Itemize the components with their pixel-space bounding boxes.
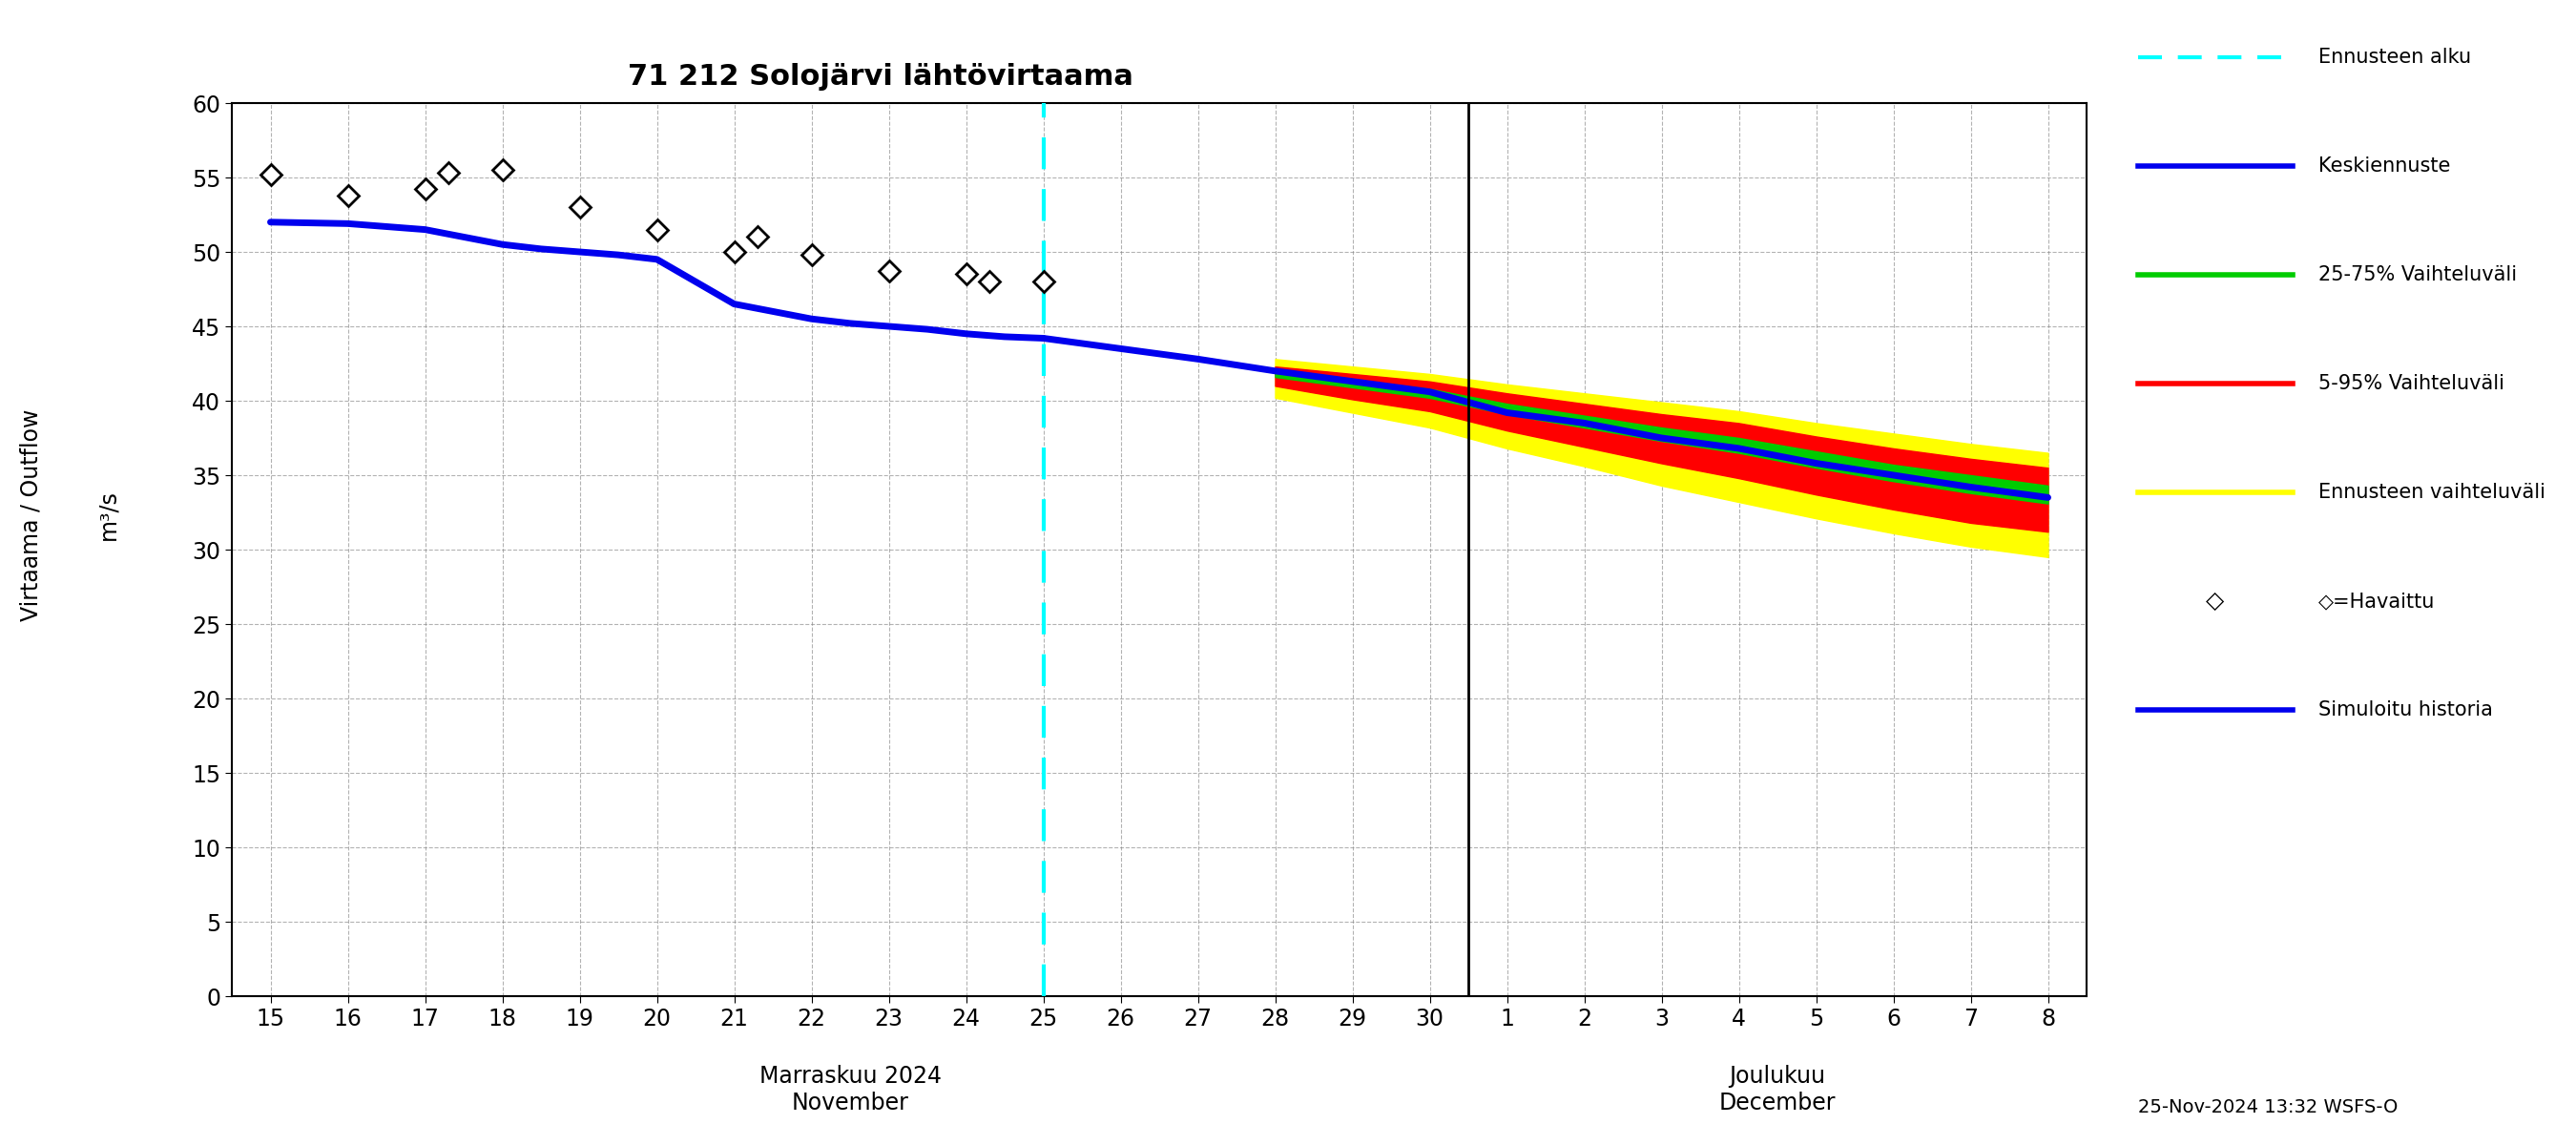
- Text: 5-95% Vaihteluväli: 5-95% Vaihteluväli: [2318, 374, 2504, 393]
- Text: ◇: ◇: [2205, 590, 2226, 613]
- Text: Joulukuu
December: Joulukuu December: [1718, 1065, 1837, 1114]
- Text: 25-Nov-2024 13:32 WSFS-O: 25-Nov-2024 13:32 WSFS-O: [2138, 1098, 2398, 1116]
- Text: Simuloitu historia: Simuloitu historia: [2318, 701, 2494, 719]
- Text: Keskiennuste: Keskiennuste: [2318, 157, 2450, 175]
- Text: Marraskuu 2024
November: Marraskuu 2024 November: [760, 1065, 940, 1114]
- Text: 25-75% Vaihteluväli: 25-75% Vaihteluväli: [2318, 266, 2517, 284]
- Text: Ennusteen vaihteluväli: Ennusteen vaihteluväli: [2318, 483, 2545, 502]
- Text: ◇=Havaittu: ◇=Havaittu: [2318, 592, 2434, 610]
- Text: Virtaama / Outflow: Virtaama / Outflow: [21, 409, 41, 622]
- Text: m³/s: m³/s: [98, 490, 118, 540]
- Text: Ennusteen alku: Ennusteen alku: [2318, 48, 2470, 66]
- Title: 71 212 Solojärvi lähtövirtaama: 71 212 Solojärvi lähtövirtaama: [629, 63, 1133, 90]
